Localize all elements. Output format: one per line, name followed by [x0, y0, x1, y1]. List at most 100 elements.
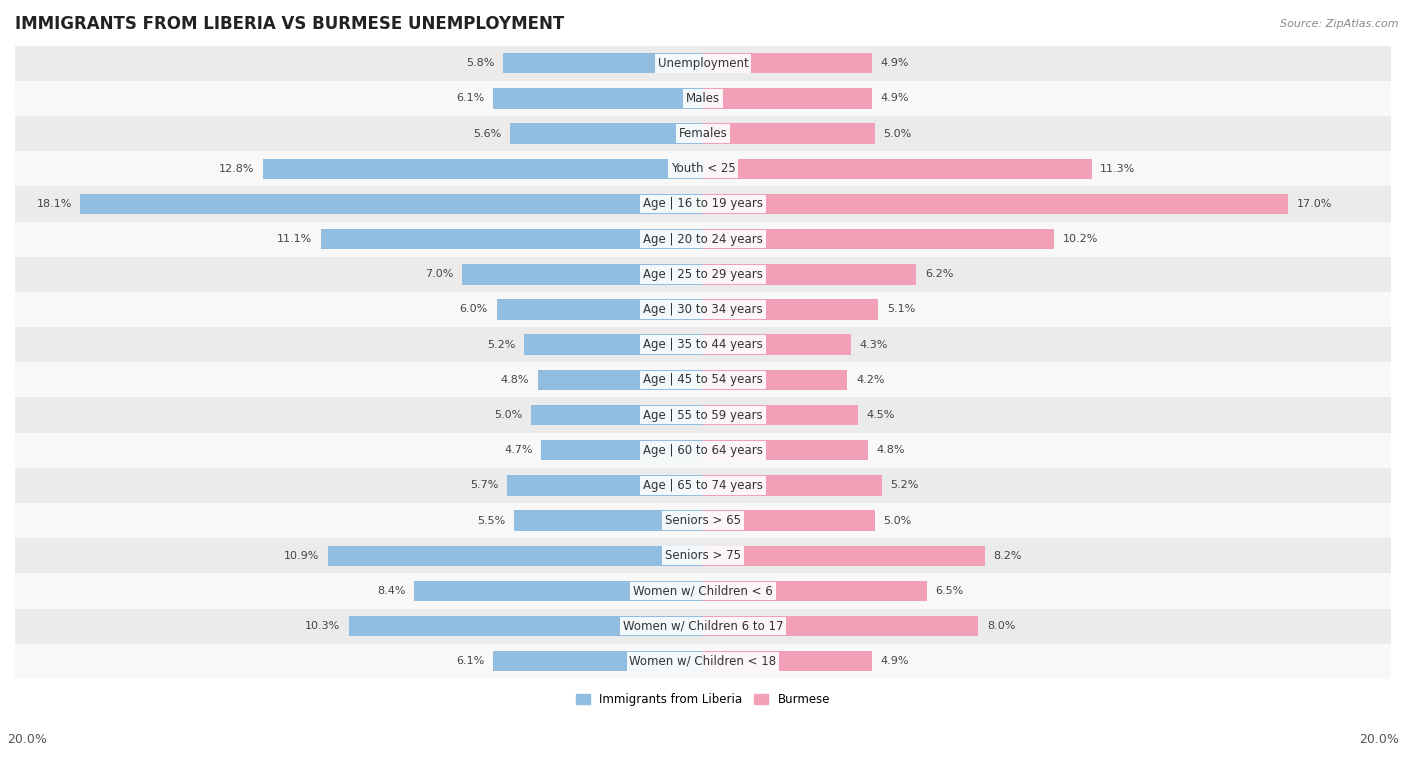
Text: 11.1%: 11.1% — [277, 234, 312, 245]
Text: 5.6%: 5.6% — [474, 129, 502, 139]
Bar — [15, 503, 1391, 538]
Bar — [15, 186, 1391, 222]
Text: Age | 20 to 24 years: Age | 20 to 24 years — [643, 232, 763, 245]
Bar — [15, 257, 1391, 292]
Text: Unemployment: Unemployment — [658, 57, 748, 70]
Bar — [15, 363, 1391, 397]
Bar — [494, 89, 703, 109]
Bar — [349, 616, 703, 637]
Text: 4.8%: 4.8% — [501, 375, 529, 385]
Text: 8.2%: 8.2% — [994, 551, 1022, 561]
Text: Women w/ Children 6 to 17: Women w/ Children 6 to 17 — [623, 619, 783, 633]
Text: 6.5%: 6.5% — [935, 586, 963, 596]
Bar — [703, 89, 872, 109]
Bar — [703, 616, 979, 637]
Bar — [703, 405, 858, 425]
Text: 5.2%: 5.2% — [890, 481, 920, 491]
Bar — [503, 53, 703, 73]
Bar — [703, 158, 1091, 179]
Text: 10.2%: 10.2% — [1063, 234, 1098, 245]
Text: Youth < 25: Youth < 25 — [671, 162, 735, 176]
Text: Source: ZipAtlas.com: Source: ZipAtlas.com — [1281, 19, 1399, 29]
Bar — [328, 546, 703, 566]
Bar — [15, 538, 1391, 573]
Text: 6.2%: 6.2% — [925, 269, 953, 279]
Bar — [80, 194, 703, 214]
Text: 11.3%: 11.3% — [1101, 164, 1136, 174]
Bar — [15, 643, 1391, 679]
Bar — [15, 81, 1391, 116]
Text: 5.0%: 5.0% — [494, 410, 523, 420]
Text: 4.9%: 4.9% — [880, 93, 908, 104]
Text: 5.0%: 5.0% — [883, 129, 912, 139]
Text: 5.1%: 5.1% — [887, 304, 915, 314]
Bar — [538, 369, 703, 390]
Bar — [524, 335, 703, 355]
Bar — [15, 397, 1391, 432]
Text: 8.0%: 8.0% — [987, 621, 1015, 631]
Text: 5.5%: 5.5% — [477, 516, 505, 525]
Bar — [263, 158, 703, 179]
Bar — [703, 299, 879, 319]
Text: 4.8%: 4.8% — [877, 445, 905, 455]
Text: 8.4%: 8.4% — [377, 586, 405, 596]
Text: 4.9%: 4.9% — [880, 58, 908, 68]
Bar — [15, 327, 1391, 363]
Text: Age | 55 to 59 years: Age | 55 to 59 years — [643, 409, 763, 422]
Text: Women w/ Children < 6: Women w/ Children < 6 — [633, 584, 773, 597]
Text: 5.7%: 5.7% — [470, 481, 498, 491]
Text: 5.2%: 5.2% — [486, 340, 516, 350]
Text: Age | 25 to 29 years: Age | 25 to 29 years — [643, 268, 763, 281]
Text: 18.1%: 18.1% — [37, 199, 72, 209]
Bar — [496, 299, 703, 319]
Text: Age | 30 to 34 years: Age | 30 to 34 years — [643, 303, 763, 316]
Text: 4.3%: 4.3% — [859, 340, 889, 350]
Bar — [703, 264, 917, 285]
Bar — [15, 468, 1391, 503]
Text: Seniors > 75: Seniors > 75 — [665, 550, 741, 562]
Text: 7.0%: 7.0% — [425, 269, 454, 279]
Bar — [15, 222, 1391, 257]
Bar — [703, 475, 882, 496]
Text: 12.8%: 12.8% — [218, 164, 254, 174]
Text: 5.8%: 5.8% — [467, 58, 495, 68]
Bar — [703, 194, 1288, 214]
Bar — [15, 573, 1391, 609]
Text: 20.0%: 20.0% — [7, 733, 46, 746]
Bar — [513, 510, 703, 531]
Bar — [703, 123, 875, 144]
Bar — [703, 581, 927, 601]
Text: 10.3%: 10.3% — [305, 621, 340, 631]
Bar — [494, 651, 703, 671]
Text: 4.5%: 4.5% — [866, 410, 894, 420]
Text: Age | 60 to 64 years: Age | 60 to 64 years — [643, 444, 763, 456]
Bar — [321, 229, 703, 249]
Text: Age | 16 to 19 years: Age | 16 to 19 years — [643, 198, 763, 210]
Text: 10.9%: 10.9% — [284, 551, 319, 561]
Legend: Immigrants from Liberia, Burmese: Immigrants from Liberia, Burmese — [571, 689, 835, 711]
Bar — [413, 581, 703, 601]
Bar — [703, 369, 848, 390]
Text: 6.1%: 6.1% — [457, 656, 485, 666]
Text: Age | 45 to 54 years: Age | 45 to 54 years — [643, 373, 763, 386]
Bar — [15, 116, 1391, 151]
Bar — [703, 440, 868, 460]
Text: 4.7%: 4.7% — [505, 445, 533, 455]
Bar — [463, 264, 703, 285]
Text: 17.0%: 17.0% — [1296, 199, 1331, 209]
Bar — [703, 510, 875, 531]
Text: IMMIGRANTS FROM LIBERIA VS BURMESE UNEMPLOYMENT: IMMIGRANTS FROM LIBERIA VS BURMESE UNEMP… — [15, 15, 564, 33]
Text: Seniors > 65: Seniors > 65 — [665, 514, 741, 527]
Bar — [15, 432, 1391, 468]
Text: 6.0%: 6.0% — [460, 304, 488, 314]
Bar — [703, 53, 872, 73]
Bar — [703, 651, 872, 671]
Bar — [508, 475, 703, 496]
Bar — [15, 151, 1391, 186]
Text: Males: Males — [686, 92, 720, 105]
Bar — [703, 229, 1054, 249]
Bar — [15, 45, 1391, 81]
Bar — [531, 405, 703, 425]
Text: Age | 35 to 44 years: Age | 35 to 44 years — [643, 338, 763, 351]
Bar — [15, 609, 1391, 643]
